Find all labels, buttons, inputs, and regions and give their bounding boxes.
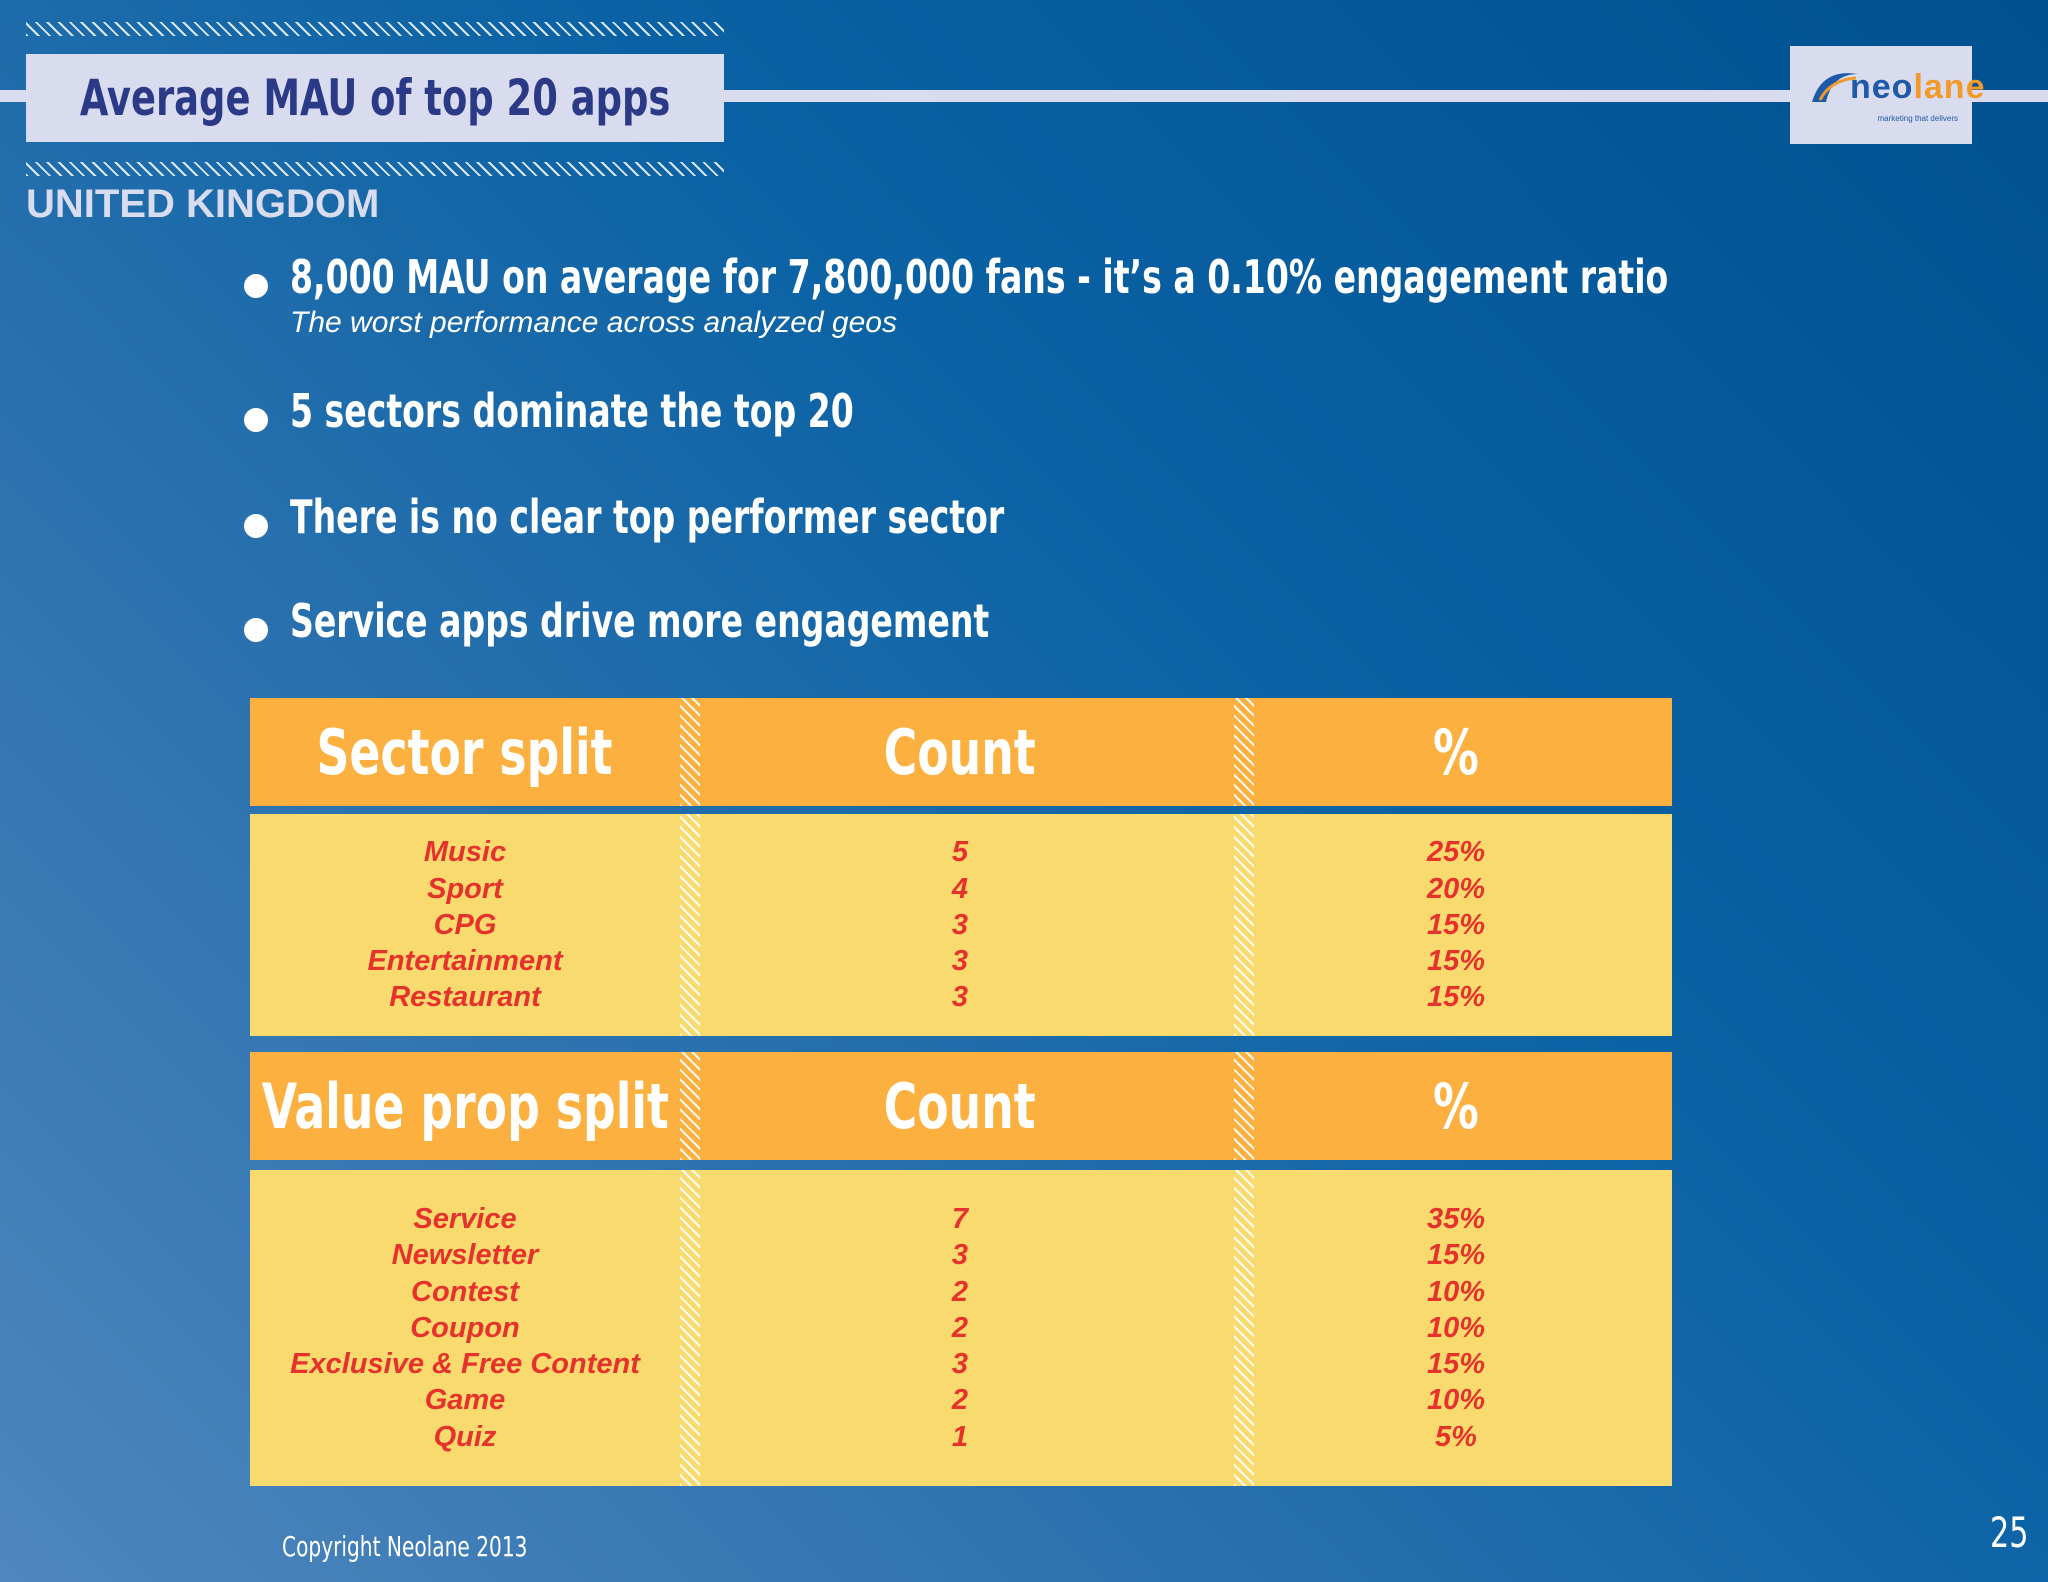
value-prop-table-body: Service Newsletter Contest Coupon Exclus… (250, 1170, 1672, 1486)
list-item: Music (423, 836, 507, 869)
list-item: Newsletter (391, 1239, 539, 1272)
list-item: 15% (1426, 945, 1486, 978)
list-item: 3 (951, 908, 969, 941)
list-item: 15% (1426, 1239, 1486, 1272)
bullet-item: 8,000 MAU on average for 7,800,000 fans … (244, 250, 2013, 340)
sector-count-list: 5 4 3 3 3 (952, 834, 968, 1015)
list-item: Game (424, 1384, 506, 1417)
value-prop-count-list: 7 3 2 2 3 2 1 (952, 1201, 968, 1455)
list-item: 1 (951, 1420, 969, 1453)
title-box: Average MAU of top 20 apps (26, 54, 724, 142)
list-item: 2 (951, 1384, 969, 1417)
value-prop-count-header: Count (883, 1069, 1037, 1143)
column-separator (1234, 814, 1254, 1036)
value-prop-percent-header: % (1433, 1069, 1479, 1143)
page-title: Average MAU of top 20 apps (79, 69, 671, 127)
bullet-dot-icon (244, 274, 268, 298)
bullet-text: 5 sectors dominate the top 20 (290, 384, 854, 438)
list-item: 5% (1435, 1420, 1477, 1453)
bullet-text: 8,000 MAU on average for 7,800,000 fans … (290, 250, 1669, 304)
sector-header-label: Sector split (316, 715, 614, 789)
list-item: Service (413, 1202, 517, 1235)
list-item: 7 (951, 1202, 969, 1235)
list-item: 10% (1426, 1275, 1486, 1308)
list-item: 3 (951, 945, 969, 978)
sector-name-list: Music Sport CPG Entertainment Restaurant (368, 834, 563, 1015)
column-separator (680, 1170, 700, 1486)
list-item: 4 (951, 872, 969, 905)
value-prop-name-list: Service Newsletter Contest Coupon Exclus… (290, 1201, 640, 1455)
bullet-dot-icon (244, 514, 268, 538)
sector-table-body: Music Sport CPG Entertainment Restaurant… (250, 814, 1672, 1036)
column-separator (1234, 698, 1254, 806)
list-item: Exclusive & Free Content (290, 1348, 640, 1381)
bullet-item: 5 sectors dominate the top 20 (244, 384, 995, 438)
list-item: 20% (1426, 872, 1486, 905)
list-item: Entertainment (367, 945, 563, 978)
list-item: Sport (427, 872, 503, 905)
bullet-dot-icon (244, 618, 268, 642)
list-item: 15% (1426, 1348, 1486, 1381)
copyright-text: Copyright Neolane 2013 (282, 1530, 528, 1563)
list-item: 15% (1426, 908, 1486, 941)
bullet-dot-icon (244, 408, 268, 432)
list-item: 5 (951, 836, 969, 869)
list-item: Quiz (433, 1420, 497, 1453)
value-prop-percent-list: 35% 15% 10% 10% 15% 10% 5% (1427, 1201, 1485, 1455)
column-separator (1234, 1052, 1254, 1160)
title-hatch-bottom (26, 162, 724, 176)
bullet-item: There is no clear top performer sector (244, 490, 1183, 544)
list-item: 3 (951, 1239, 969, 1272)
bullet-text: Service apps drive more engagement (290, 594, 990, 648)
title-hatch-top (26, 22, 724, 36)
sector-count-header: Count (883, 715, 1037, 789)
list-item: CPG (433, 908, 497, 941)
bullet-text: There is no clear top performer sector (290, 490, 1005, 544)
list-item: 15% (1426, 981, 1486, 1014)
list-item: 25% (1426, 836, 1486, 869)
bullet-subtext: The worst performance across analyzed ge… (290, 306, 897, 339)
sector-percent-list: 25% 20% 15% 15% 15% (1427, 834, 1485, 1015)
neolane-logo: neolane marketing that delivers (1790, 46, 1984, 144)
column-separator (680, 1052, 700, 1160)
sector-table-header: Sector split Count % (250, 698, 1672, 806)
list-item: 2 (951, 1311, 969, 1344)
sector-percent-header: % (1433, 715, 1479, 789)
list-item: 3 (951, 1348, 969, 1381)
column-separator (1234, 1170, 1254, 1486)
country-heading: UNITED KINGDOM (26, 182, 380, 226)
list-item: 35% (1426, 1202, 1486, 1235)
page-number: 25 (1990, 1508, 2029, 1557)
column-separator (680, 814, 700, 1036)
list-item: Coupon (410, 1311, 520, 1344)
logo-tagline: marketing that delivers (1877, 114, 1958, 123)
value-prop-table-header: Value prop split Count % (250, 1052, 1672, 1160)
logo-wordmark: neolane (1850, 68, 1986, 106)
bullet-item: Service apps drive more engagement (244, 594, 1164, 648)
list-item: Restaurant (389, 981, 541, 1014)
list-item: 3 (951, 981, 969, 1014)
column-separator (680, 698, 700, 806)
value-prop-header-label: Value prop split (261, 1069, 669, 1143)
list-item: 10% (1426, 1311, 1486, 1344)
list-item: Contest (411, 1275, 519, 1308)
list-item: 10% (1426, 1384, 1486, 1417)
logo-swoosh-icon (1812, 73, 1858, 102)
list-item: 2 (951, 1275, 969, 1308)
